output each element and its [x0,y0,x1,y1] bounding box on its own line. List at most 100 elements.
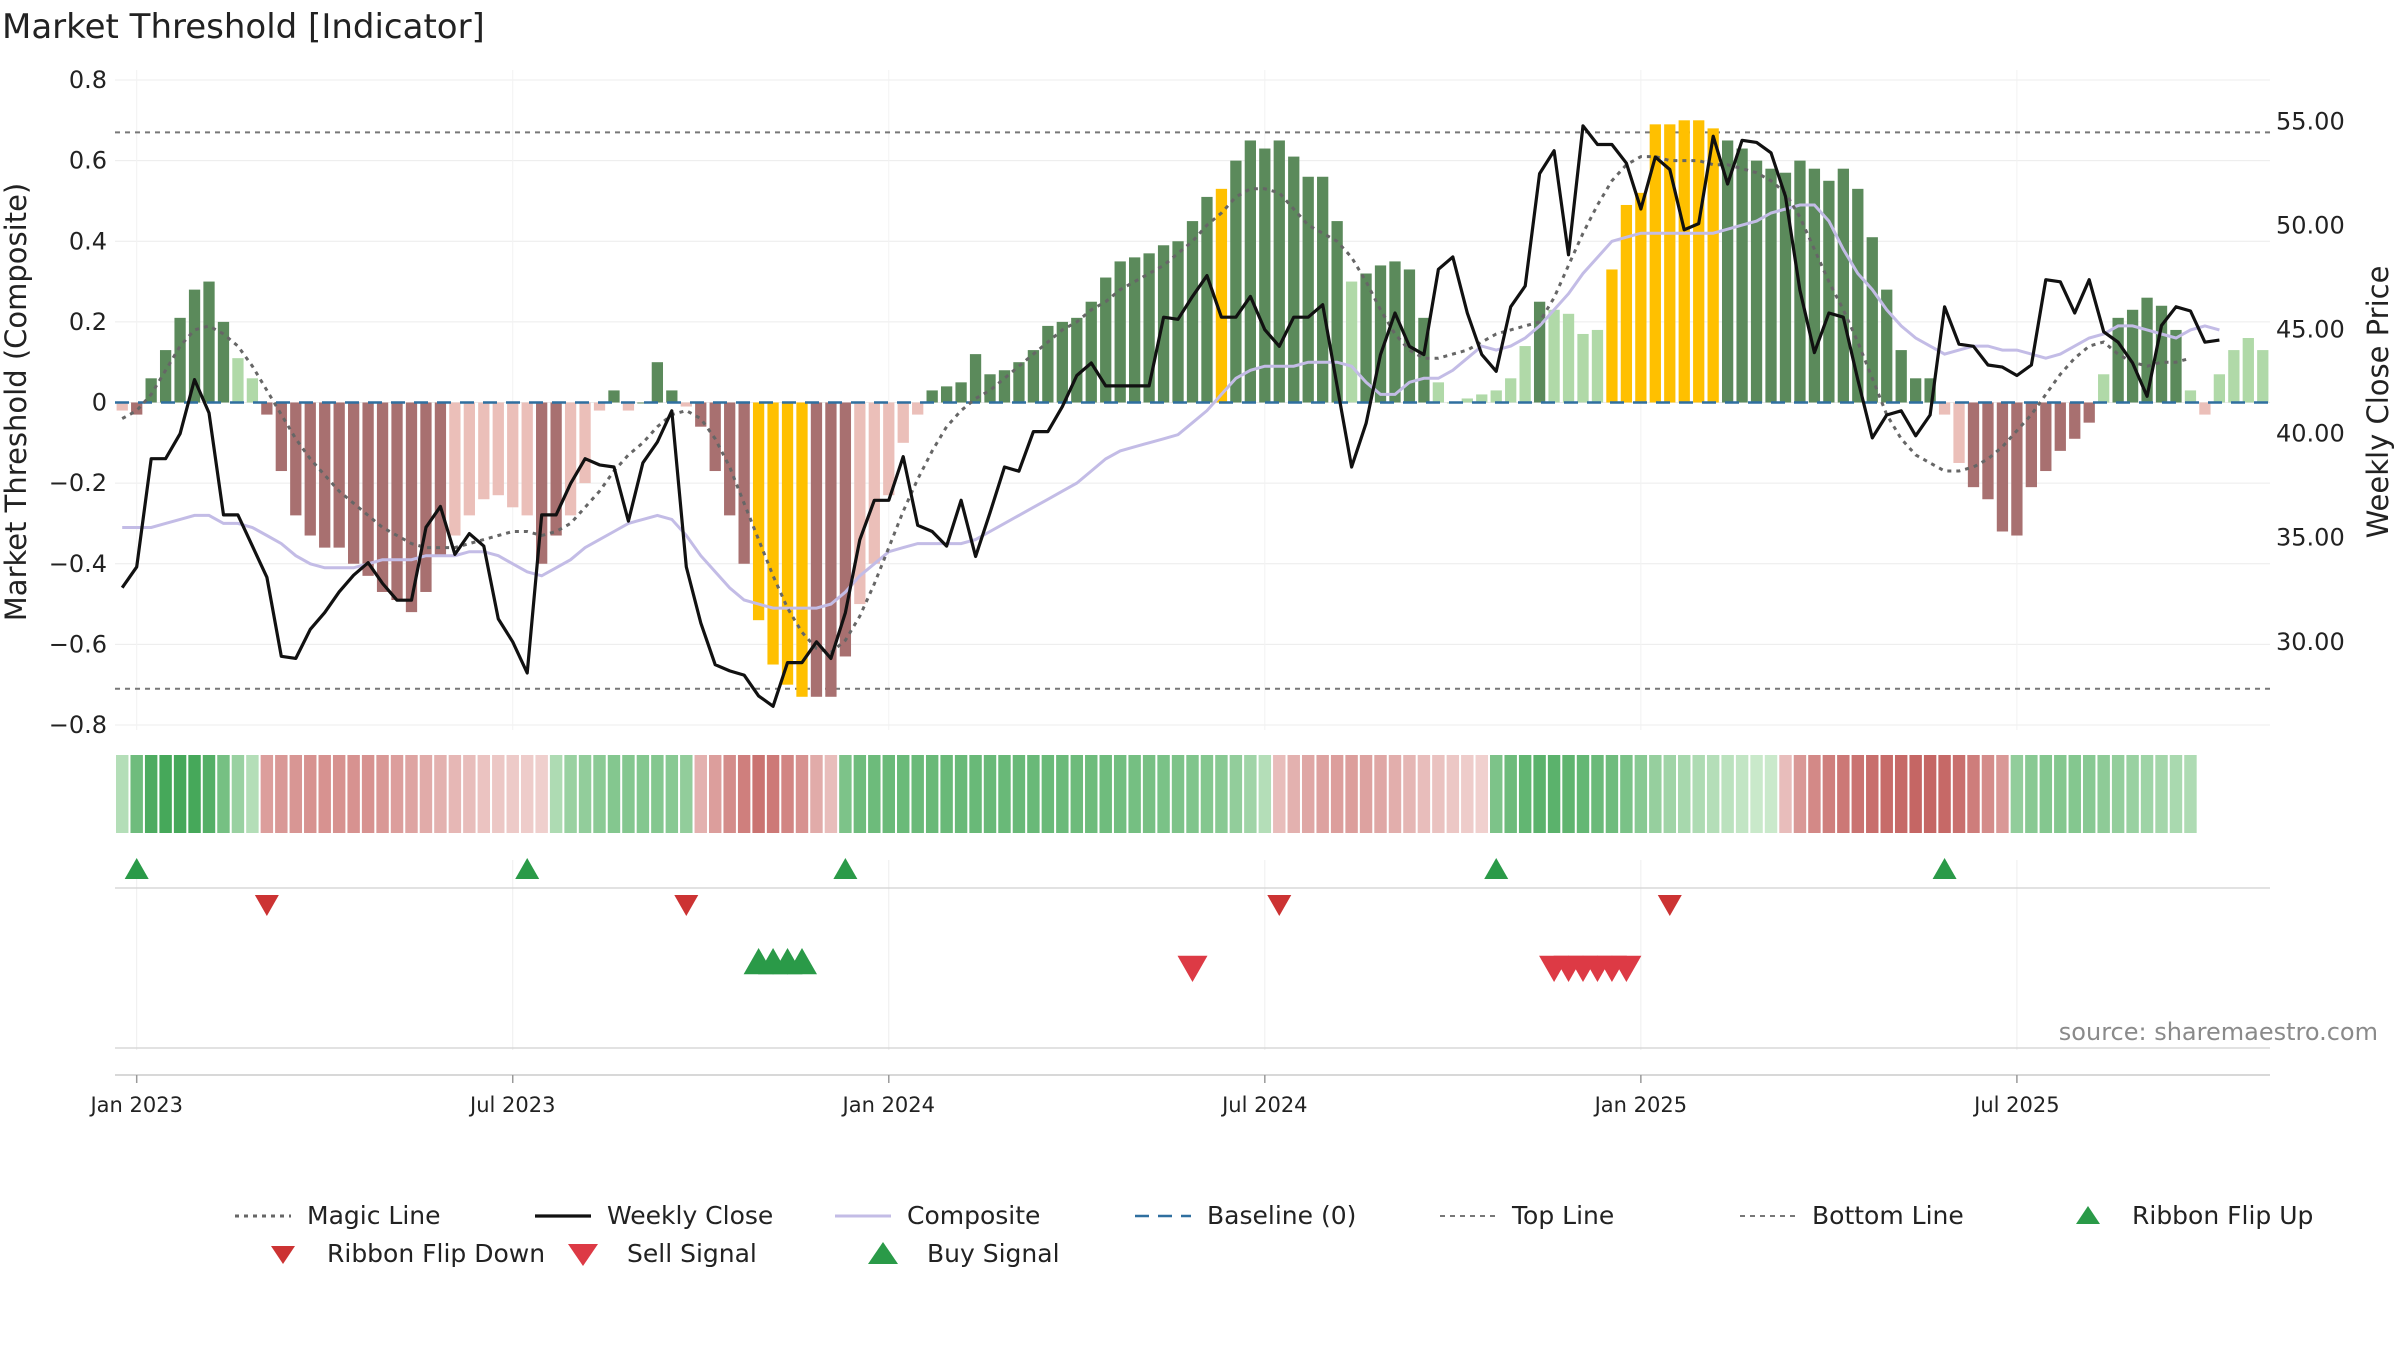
legend-label: Ribbon Flip Down [327,1239,545,1268]
legend-label: Top Line [1511,1201,1614,1230]
histogram-bar [680,402,692,407]
legend-label: Buy Signal [927,1239,1060,1268]
x-tick-label: Jul 2023 [468,1093,555,1117]
y-left-tick-label: −0.8 [49,711,107,739]
ribbon-flip-up-marker [124,858,149,879]
histogram-bar [2011,402,2023,536]
series-lines [120,124,2220,708]
y-left-tick-label: −0.6 [49,630,107,658]
sell-signal-marker [1177,955,1208,982]
histogram-bar [1750,160,1763,403]
histogram-bar [940,386,953,403]
ribbon-cell [766,755,780,833]
ribbon-flip-down-marker [674,895,699,916]
ribbon-cell [1721,755,1734,833]
y-left-tick-label: 0 [92,389,107,417]
ribbon-cell [1851,755,1865,833]
legend-label: Ribbon Flip Up [2132,1201,2313,1230]
ribbon-cell [1316,755,1329,833]
ribbon-cell [868,755,881,833]
histogram-bar [1432,382,1445,403]
ribbon-cell [1663,755,1677,833]
histogram-bar [2083,402,2095,423]
histogram-bar [984,374,996,403]
ribbon-cell [1171,755,1185,833]
ribbon-cell [737,755,751,833]
legend-item-baseline: Baseline (0) [1135,1201,1356,1230]
ribbon-cell [1215,755,1228,833]
ribbon-cell [1692,755,1705,833]
legend-item-flipup: Ribbon Flip Up [2076,1201,2313,1230]
ribbon-cell [1750,755,1763,833]
ribbon-cell [1735,755,1749,833]
ribbon-cell [1200,755,1214,833]
histogram-bar [1201,196,1213,403]
histogram-bar [1273,140,1285,403]
histogram-bar [1548,309,1560,403]
ribbon-cell [1287,755,1300,833]
legend-label: Magic Line [307,1201,441,1230]
histogram-bar [2155,305,2168,403]
ribbon-cell [275,755,288,833]
legend-swatch [2076,1206,2100,1224]
histogram-bar [825,402,837,697]
ribbon-cell [1967,755,1980,833]
x-axis: Jan 2023 Jul 2023 Jan 2024 Jul 2024 Jan 2025… [88,1074,2270,1117]
ribbon-cell [2097,755,2110,833]
histogram-bar [2228,350,2240,403]
histogram-bar [116,402,128,411]
ribbon-cell [1099,755,1112,833]
x-tick-label: Jul 2025 [1972,1093,2059,1117]
histogram-bar [2025,402,2037,488]
y-right-tick-label: 30.00 [2276,628,2345,656]
histogram-bar [2257,350,2269,403]
histogram-bar [1288,156,1300,403]
ribbon-cell [2068,755,2081,833]
ribbon-cell [1996,755,2009,833]
ribbon-cell [824,755,838,833]
ribbon-cell [1779,755,1792,833]
ribbon-cell [1880,755,1893,833]
histogram-bar [1591,329,1604,403]
histogram-bar [463,402,475,516]
ribbon-cell [1837,755,1850,833]
histogram-bar [897,402,909,443]
histogram-bar [145,378,157,403]
buy-signal-marker [786,948,817,975]
ribbon-cell [1981,755,1995,833]
histogram-bar [2242,338,2254,403]
ribbon-cell [1952,755,1966,833]
ribbon-cell [752,755,765,833]
histogram-bar [2184,390,2197,403]
ribbon-cell [882,755,895,833]
histogram-bar [637,402,649,404]
ribbon-cell [477,755,491,833]
ribbon-cell [347,755,360,833]
legend-label: Composite [907,1201,1040,1230]
histogram-bar [579,402,591,484]
histogram-bar [2199,402,2211,415]
ribbon-cell [1330,755,1344,833]
histogram-bar [1100,277,1112,403]
ribbon-cell [173,755,187,833]
histogram-bar [1215,188,1228,403]
histogram-bar [2040,402,2052,472]
histogram-bar [174,317,186,403]
legend-item-buy: Buy Signal [868,1239,1060,1268]
y-axis-right: 55.00 50.00 45.00 40.00 35.00 30.00 [2276,108,2345,656]
histogram-bar [926,390,938,403]
ribbon-cell [1504,755,1517,833]
ribbon-cell [1547,755,1561,833]
histogram-bar [969,354,982,403]
ribbon-cell [1866,755,1879,833]
ribbon-cell [159,755,172,833]
histogram-bar [1808,168,1821,403]
ribbon-cell [535,755,548,833]
composite-line [122,203,2220,610]
ribbon-cell [1894,755,1908,833]
histogram-bar [2126,309,2139,403]
legend-item-flipdown: Ribbon Flip Down [271,1239,545,1268]
histogram-bar [1967,402,1980,488]
x-tick-label: Jan 2025 [1593,1093,1688,1117]
histogram-bar [550,402,562,536]
